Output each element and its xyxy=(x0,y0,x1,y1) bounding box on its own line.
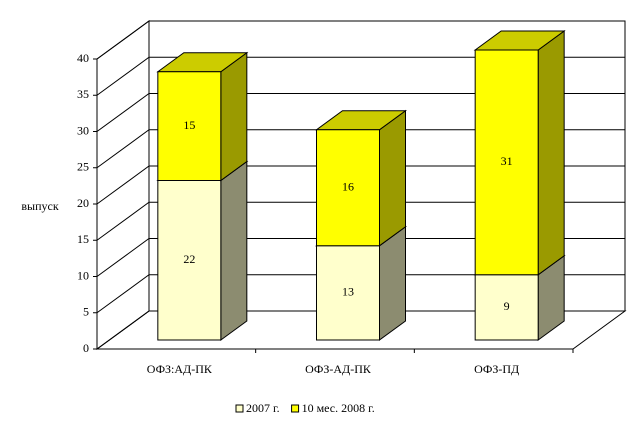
grid-line xyxy=(96,165,625,205)
grid-line xyxy=(96,93,625,132)
grid-line xyxy=(96,238,625,277)
data-label: 13 xyxy=(342,285,354,299)
data-label: 16 xyxy=(342,180,354,194)
y-tick-label: 40 xyxy=(77,51,89,65)
grid-line xyxy=(96,20,625,60)
y-tick-label: 0 xyxy=(83,341,89,355)
bar xyxy=(157,180,222,341)
bar-side xyxy=(379,225,406,341)
bar xyxy=(157,71,222,181)
bar-side xyxy=(220,51,248,182)
bar-side xyxy=(220,160,248,341)
y-tick-label: 25 xyxy=(77,160,89,174)
y-tick-label: 15 xyxy=(77,232,89,246)
x-tick-label: ОФЗ:АД-ПК xyxy=(147,362,213,376)
data-label: 31 xyxy=(501,154,513,168)
legend-swatch xyxy=(291,404,300,413)
y-tick-label: 20 xyxy=(77,196,89,210)
data-label: 9 xyxy=(504,299,510,313)
bar xyxy=(474,49,539,276)
y-tick-label: 10 xyxy=(77,268,89,282)
x-tick-label: ОФЗ-АД-ПК xyxy=(305,362,372,376)
data-label: 22 xyxy=(183,252,195,266)
grid-line xyxy=(96,56,625,96)
grid-line xyxy=(96,274,625,314)
data-label: 15 xyxy=(183,118,195,132)
y-axis-label: выпуск xyxy=(21,199,58,213)
legend-label: 2007 г. xyxy=(246,401,280,415)
bar xyxy=(316,129,380,247)
grid-line xyxy=(96,310,625,350)
legend-label: 10 мес. 2008 г. xyxy=(302,401,375,415)
y-tick-label: 30 xyxy=(77,123,89,137)
grid-line xyxy=(96,201,625,241)
y-tick-label: 35 xyxy=(77,87,89,101)
x-tick-label: ОФЗ-ПД xyxy=(474,362,519,376)
bar-side xyxy=(379,109,406,247)
grid-line xyxy=(96,129,625,169)
bar-side xyxy=(537,30,565,276)
y-tick-label: 5 xyxy=(83,305,89,319)
legend-swatch xyxy=(235,404,244,413)
